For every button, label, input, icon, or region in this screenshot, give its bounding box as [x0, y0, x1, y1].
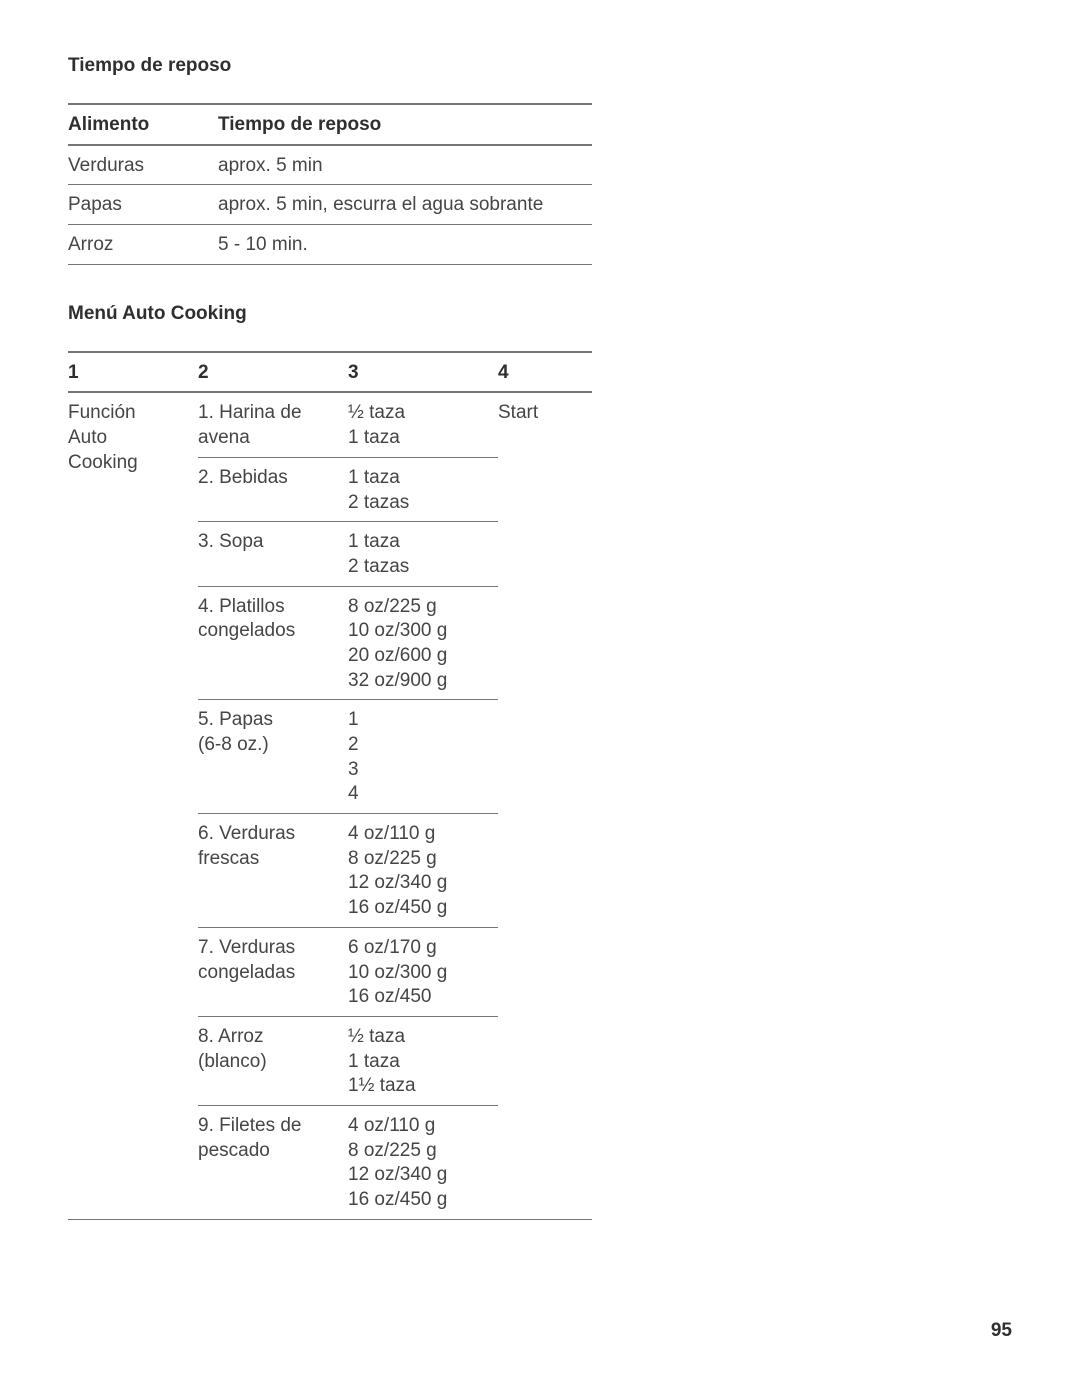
auto-cooking-table: 1 2 3 4 Función Auto Cooking 1. Harina d… — [68, 351, 592, 1220]
t2-row-qty: 1 2 3 4 — [348, 700, 498, 814]
t2-header-2: 2 — [198, 352, 348, 393]
t2-row-item: 6. Verduras frescas — [198, 814, 348, 928]
t1-row-food: Verduras — [68, 145, 218, 185]
t2-row-qty: 6 oz/170 g 10 oz/300 g 16 oz/450 — [348, 927, 498, 1016]
t2-row-qty: ½ taza 1 taza 1½ taza — [348, 1016, 498, 1105]
t2-header-3: 3 — [348, 352, 498, 393]
t2-row-qty: 1 taza 2 tazas — [348, 522, 498, 586]
t1-header-food: Alimento — [68, 104, 218, 145]
t2-row-item: 1. Harina de avena — [198, 392, 348, 457]
resting-time-table: Alimento Tiempo de reposo Verduras aprox… — [68, 103, 592, 265]
page-number: 95 — [991, 1320, 1012, 1342]
t2-row-item: 3. Sopa — [198, 522, 348, 586]
t2-row-item: 2. Bebidas — [198, 457, 348, 521]
section-1-title: Tiempo de reposo — [68, 55, 1012, 77]
t1-header-time: Tiempo de reposo — [218, 104, 592, 145]
t2-col1-label: Función Auto Cooking — [68, 392, 198, 1219]
t2-row-qty: 8 oz/225 g 10 oz/300 g 20 oz/600 g 32 oz… — [348, 586, 498, 700]
t1-row-time: aprox. 5 min — [218, 145, 592, 185]
section-2-title: Menú Auto Cooking — [68, 303, 1012, 325]
t2-row-qty: 4 oz/110 g 8 oz/225 g 12 oz/340 g 16 oz/… — [348, 814, 498, 928]
t1-row-food: Papas — [68, 185, 218, 225]
t1-row-time: aprox. 5 min, escurra el agua sobrante — [218, 185, 592, 225]
t2-row-qty: 4 oz/110 g 8 oz/225 g 12 oz/340 g 16 oz/… — [348, 1105, 498, 1219]
t1-row-time: 5 - 10 min. — [218, 225, 592, 265]
t2-row-item: 7. Verduras congeladas — [198, 927, 348, 1016]
t2-row-item: 5. Papas (6-8 oz.) — [198, 700, 348, 814]
t2-col4-label: Start — [498, 392, 592, 1219]
t2-row-item: 8. Arroz (blanco) — [198, 1016, 348, 1105]
t2-row-item: 4. Platillos congelados — [198, 586, 348, 700]
t2-header-1: 1 — [68, 352, 198, 393]
t2-row-qty: ½ taza 1 taza — [348, 392, 498, 457]
t2-row-item: 9. Filetes de pescado — [198, 1105, 348, 1219]
t1-row-food: Arroz — [68, 225, 218, 265]
t2-row-qty: 1 taza 2 tazas — [348, 457, 498, 521]
t2-header-4: 4 — [498, 352, 592, 393]
